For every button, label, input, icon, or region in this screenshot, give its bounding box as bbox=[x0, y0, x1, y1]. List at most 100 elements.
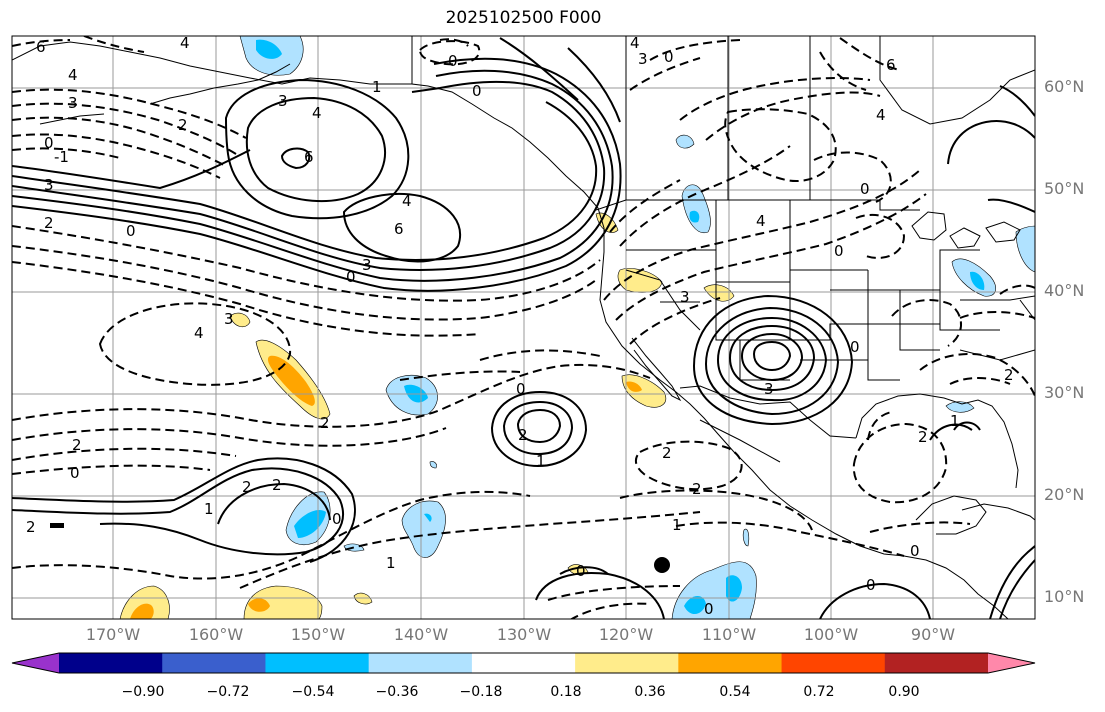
colorbar-segment bbox=[884, 653, 989, 673]
contour-label: 6 bbox=[36, 38, 46, 56]
contour-label: 3 bbox=[278, 92, 288, 110]
lon-label-170w: 170°W bbox=[85, 625, 141, 644]
colorbar-tick-label: 0.90 bbox=[888, 684, 920, 700]
contour-label: 4 bbox=[756, 212, 766, 230]
negative-anomaly-core bbox=[726, 575, 742, 602]
short-contour-segment bbox=[50, 523, 64, 528]
contour-label: 6 bbox=[886, 56, 896, 74]
negative-anomaly-region bbox=[1015, 225, 1035, 273]
contour-label: 2 bbox=[26, 518, 36, 536]
contour-label: 2 bbox=[178, 116, 188, 134]
negative-anomaly-core bbox=[424, 513, 432, 522]
colorbar-segment bbox=[471, 653, 576, 673]
contour-label: 1 bbox=[950, 412, 960, 430]
colorbar-tick-label: −0.36 bbox=[375, 684, 419, 700]
contour-label: 2 bbox=[692, 480, 702, 498]
colorbar-segment bbox=[59, 653, 163, 673]
lat-label-10n: 10°N bbox=[1044, 587, 1085, 606]
negative-anomaly-region bbox=[945, 401, 975, 413]
contour-label: 2 bbox=[320, 414, 330, 432]
contour-label: 2 bbox=[1004, 366, 1014, 384]
contour-label: 0 bbox=[44, 134, 54, 152]
contour-label: 1 bbox=[372, 78, 382, 96]
contour-label: 1 bbox=[204, 500, 214, 518]
contour-label: 0 bbox=[346, 268, 356, 286]
contour-label: 3 bbox=[68, 94, 78, 112]
positive-anomaly-region bbox=[703, 284, 735, 302]
negative-anomaly-region bbox=[401, 500, 446, 558]
contour-label: 6 bbox=[304, 148, 314, 166]
contour-lines bbox=[12, 36, 1035, 619]
contour-label: 3 bbox=[680, 288, 690, 306]
contour-label: 4 bbox=[194, 324, 204, 342]
coastlines-and-borders bbox=[12, 36, 1035, 619]
contour-label: 0 bbox=[860, 180, 870, 198]
contour-label: 0 bbox=[126, 222, 136, 240]
colorbar-segment bbox=[368, 653, 473, 673]
contour-label: 4 bbox=[312, 104, 322, 122]
contour-label: 3 bbox=[224, 310, 234, 328]
lat-label-40n: 40°N bbox=[1044, 281, 1085, 300]
lon-label-160w: 160°W bbox=[188, 625, 244, 644]
positive-anomaly-region bbox=[229, 312, 251, 328]
lon-label-90w: 90°W bbox=[910, 625, 956, 644]
contour-label: 4 bbox=[630, 34, 640, 52]
lon-label-120w: 120°W bbox=[598, 625, 654, 644]
colorbar-segment bbox=[162, 653, 266, 673]
lon-label-100w: 100°W bbox=[803, 625, 859, 644]
negative-anomaly-core bbox=[970, 271, 985, 290]
negative-anomaly-core bbox=[689, 210, 700, 223]
shaded-field-regions bbox=[119, 36, 1035, 619]
colorbar-tick-label: −0.18 bbox=[459, 684, 503, 700]
contour-label: 0 bbox=[472, 82, 482, 100]
lat-label-30n: 30°N bbox=[1044, 383, 1085, 402]
colorbar-segment bbox=[781, 653, 886, 673]
contour-label: 0 bbox=[664, 48, 674, 66]
negative-anomaly-region bbox=[429, 461, 437, 469]
contour-label: 1 bbox=[536, 452, 546, 470]
solid-contours bbox=[12, 37, 1035, 619]
lon-label-110w: 110°W bbox=[701, 625, 757, 644]
contour-label: 0 bbox=[332, 510, 342, 528]
lon-label-150w: 150°W bbox=[290, 625, 346, 644]
positive-anomaly-core bbox=[130, 603, 154, 619]
contour-label: 3 bbox=[638, 50, 648, 68]
colorbar-segment bbox=[575, 653, 679, 673]
contour-label: 2 bbox=[242, 478, 252, 496]
negative-anomaly-core bbox=[256, 39, 282, 59]
negative-anomaly-region bbox=[671, 561, 757, 619]
colorbar-extend-high bbox=[988, 653, 1035, 673]
contour-label: 3 bbox=[44, 176, 54, 194]
colorbar-extend-low bbox=[12, 653, 59, 673]
colorbar bbox=[11, 652, 1036, 674]
contour-label: 1 bbox=[672, 516, 682, 534]
colorbar-tick-label: 0.36 bbox=[634, 684, 666, 700]
colorbar-tick-label: −0.90 bbox=[121, 684, 165, 700]
colorbar-tick-label: 0.72 bbox=[803, 684, 835, 700]
lat-label-50n: 50°N bbox=[1044, 179, 1085, 198]
contour-label: -1 bbox=[54, 148, 69, 166]
colorbar-tick-label: −0.72 bbox=[206, 684, 250, 700]
contour-label: 3 bbox=[764, 380, 774, 398]
contour-label: 0 bbox=[834, 242, 844, 260]
map-title: 2025102500 F000 bbox=[445, 8, 602, 28]
negative-anomaly-region bbox=[675, 134, 695, 149]
negative-anomaly-core bbox=[684, 595, 706, 615]
contour-label: 2 bbox=[518, 426, 528, 444]
contour-label: 2 bbox=[272, 476, 282, 494]
negative-anomaly-region bbox=[681, 184, 711, 234]
dashed-contours bbox=[12, 36, 1035, 619]
lon-label-130w: 130°W bbox=[496, 625, 552, 644]
contour-label: 0 bbox=[448, 52, 458, 70]
contour-label: 4 bbox=[68, 66, 78, 84]
positive-anomaly-core bbox=[248, 598, 270, 612]
contour-label: 1 bbox=[386, 554, 396, 572]
contour-label: 0 bbox=[910, 542, 920, 560]
contour-label: 2 bbox=[918, 428, 928, 446]
lon-label-140w: 140°W bbox=[393, 625, 449, 644]
lat-label-20n: 20°N bbox=[1044, 485, 1085, 504]
contour-label: 2 bbox=[72, 436, 82, 454]
contour-label: 4 bbox=[180, 34, 190, 52]
contour-label: 4 bbox=[402, 192, 412, 210]
